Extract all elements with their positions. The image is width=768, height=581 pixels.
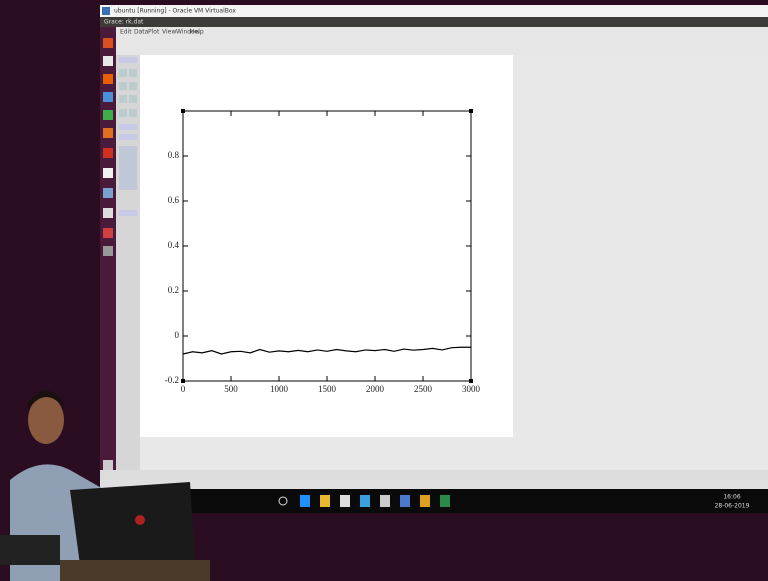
task-icon[interactable] bbox=[320, 495, 330, 507]
x-tick-label: 2000 bbox=[366, 384, 385, 394]
launcher-icon[interactable] bbox=[103, 56, 113, 66]
tool-button[interactable] bbox=[129, 82, 137, 90]
second-laptop bbox=[0, 535, 60, 565]
launcher-icon[interactable] bbox=[103, 38, 113, 48]
screen: ubuntu [Running] - Oracle VM VirtualBox … bbox=[0, 0, 768, 581]
task-icon[interactable] bbox=[380, 495, 390, 507]
x-tick-label: 2500 bbox=[414, 384, 433, 394]
launcher-icon[interactable] bbox=[103, 92, 113, 102]
y-tick-label: 0.6 bbox=[168, 195, 180, 205]
tool-button[interactable] bbox=[129, 95, 137, 103]
tool-button[interactable] bbox=[129, 109, 137, 117]
page: ubuntu [Running] - Oracle VM VirtualBox … bbox=[0, 0, 768, 581]
desk bbox=[60, 560, 210, 581]
vbox-icon bbox=[102, 7, 110, 15]
tool-button[interactable] bbox=[129, 69, 137, 77]
tool-button[interactable] bbox=[119, 57, 137, 63]
tool-button[interactable] bbox=[119, 109, 127, 117]
task-icon[interactable] bbox=[420, 495, 430, 507]
x-tick-label: 3000 bbox=[462, 384, 481, 394]
menu: FileEditDataPlotViewWindowHelp bbox=[106, 29, 204, 36]
corner-handle bbox=[181, 379, 185, 383]
tool-button[interactable] bbox=[119, 134, 137, 140]
corner-handle bbox=[181, 109, 185, 113]
y-tick-label: 0.8 bbox=[168, 150, 180, 160]
clock-time: 16:06 bbox=[723, 494, 740, 501]
y-tick-label: 0.2 bbox=[168, 285, 179, 295]
window-title: ubuntu [Running] - Oracle VM VirtualBox bbox=[114, 8, 236, 15]
statusbar bbox=[100, 470, 768, 480]
launcher-icon[interactable] bbox=[103, 188, 113, 198]
taskbar-icons bbox=[279, 495, 450, 507]
launcher-icon[interactable] bbox=[103, 148, 113, 158]
tool-button[interactable] bbox=[119, 124, 137, 130]
vbox-statusbar bbox=[100, 480, 768, 490]
x-tick-label: 1000 bbox=[270, 384, 289, 394]
corner-handle bbox=[469, 379, 473, 383]
launcher-icon[interactable] bbox=[103, 228, 113, 238]
menu-item[interactable]: View bbox=[162, 29, 176, 36]
x-tick-label: 500 bbox=[224, 384, 238, 394]
tool-button[interactable] bbox=[119, 146, 137, 190]
launcher-icon[interactable] bbox=[103, 246, 113, 256]
y-tick-label: -0.2 bbox=[165, 375, 179, 385]
task-icon[interactable] bbox=[300, 495, 310, 507]
launcher-icon[interactable] bbox=[103, 128, 113, 138]
task-icon[interactable] bbox=[360, 495, 370, 507]
taskbar bbox=[180, 489, 768, 513]
tool-button[interactable] bbox=[119, 210, 137, 216]
x-tick-label: 1500 bbox=[318, 384, 337, 394]
launcher-icon[interactable] bbox=[103, 74, 113, 84]
menu-item[interactable]: Help bbox=[190, 29, 204, 36]
corner-handle bbox=[469, 109, 473, 113]
clock-date: 28-06-2019 bbox=[715, 503, 750, 510]
menu-item[interactable]: Plot bbox=[148, 29, 160, 36]
grace-toolbar bbox=[116, 55, 140, 480]
launcher-icon[interactable] bbox=[103, 168, 113, 178]
grace-titlebar bbox=[100, 17, 768, 27]
task-icon[interactable] bbox=[440, 495, 450, 507]
y-tick-label: 0 bbox=[175, 330, 180, 340]
laptop bbox=[70, 482, 195, 565]
y-tick-label: 0.4 bbox=[168, 240, 180, 250]
launcher-icon[interactable] bbox=[103, 208, 113, 218]
x-tick-label: 0 bbox=[181, 384, 186, 394]
app-title: Grace: rk.dat bbox=[104, 19, 144, 26]
tool-button[interactable] bbox=[119, 69, 127, 77]
task-icon[interactable] bbox=[400, 495, 410, 507]
menu-item[interactable]: Edit bbox=[120, 29, 132, 36]
tool-button[interactable] bbox=[119, 95, 127, 103]
tool-button[interactable] bbox=[119, 82, 127, 90]
laptop-logo bbox=[135, 515, 145, 525]
task-icon[interactable] bbox=[340, 495, 350, 507]
launcher-icon[interactable] bbox=[103, 110, 113, 120]
menu-item[interactable]: Data bbox=[134, 29, 149, 36]
